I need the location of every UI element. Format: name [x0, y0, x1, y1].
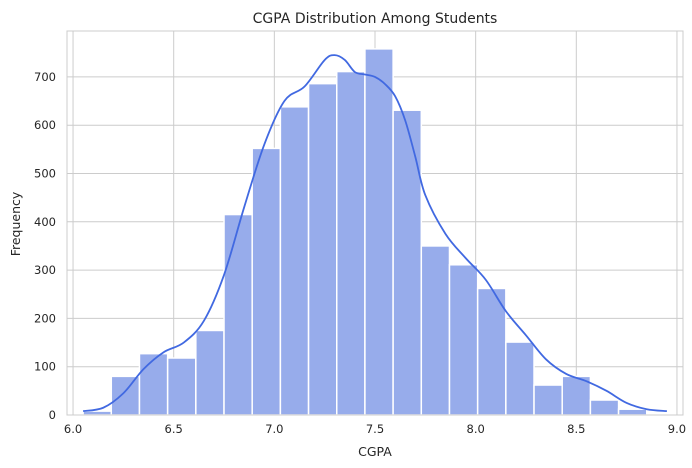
kde-curve: [82, 54, 667, 413]
histogram-bar: [505, 341, 535, 416]
x-tick-label: 7.0: [265, 422, 283, 436]
histogram-bar: [195, 329, 225, 416]
y-tick-label: 300: [34, 263, 56, 277]
histogram-bar: [420, 245, 451, 416]
histogram-bar: [166, 357, 197, 416]
y-tick-labels: 0 100 200 300 400 500 600 700: [34, 70, 56, 422]
histogram-bar: [561, 375, 592, 416]
histogram-bar: [617, 408, 648, 416]
kde-curve-group: [82, 54, 667, 413]
x-tick-label: 6.0: [64, 422, 82, 436]
histogram-bar: [307, 82, 338, 416]
histogram-bar: [279, 106, 310, 416]
y-tick-label: 700: [34, 70, 56, 84]
x-tick-label: 9.0: [668, 422, 686, 436]
histogram-bar: [138, 352, 169, 416]
plot-frame: [66, 30, 684, 416]
histogram-bar: [476, 287, 507, 416]
chart-title: CGPA Distribution Among Students: [253, 11, 498, 27]
x-tick-label: 8.0: [467, 422, 485, 436]
y-tick-label: 400: [34, 215, 56, 229]
histogram-bar: [533, 384, 563, 416]
y-tick-label: 0: [49, 408, 56, 422]
histogram-bar: [364, 48, 394, 416]
histogram-bar: [251, 147, 282, 416]
histogram-bar: [448, 264, 479, 416]
histogram-bar: [223, 213, 253, 416]
y-axis-label: Frequency: [8, 191, 23, 256]
histogram-bar: [392, 109, 423, 416]
y-tick-label: 500: [34, 166, 56, 180]
histogram-bar: [336, 70, 366, 416]
x-tick-labels: 6.0 6.5 7.0 7.5 8.0 8.5 9.0: [64, 422, 686, 436]
histogram-bar: [589, 399, 620, 416]
x-tick-label: 6.5: [165, 422, 183, 436]
x-tick-label: 7.5: [366, 422, 384, 436]
histogram-bar: [82, 410, 113, 416]
y-tick-label: 200: [34, 311, 56, 325]
y-tick-label: 600: [34, 118, 56, 132]
y-tick-label: 100: [34, 360, 56, 374]
x-axis-label: CGPA: [358, 444, 392, 459]
histogram-bar: [110, 375, 141, 416]
x-tick-label: 8.5: [567, 422, 585, 436]
histogram-bars: [82, 48, 648, 416]
